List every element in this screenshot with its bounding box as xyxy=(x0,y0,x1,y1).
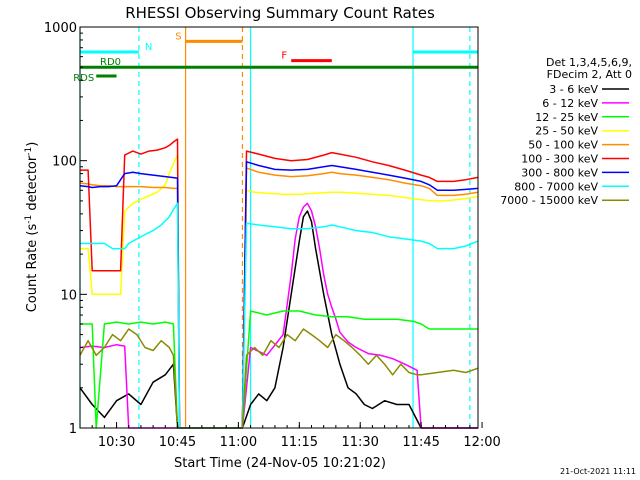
legend-label-7: 800 - 7000 keV xyxy=(514,180,598,193)
y-axis-label: Count Rate (s-1 detector-1) xyxy=(24,142,40,313)
state-bar-label-n: N xyxy=(145,42,152,53)
x-tick-label: 10:45 xyxy=(159,435,196,450)
x-tick-label: 11:45 xyxy=(402,435,439,450)
legend-label-8: 7000 - 15000 keV xyxy=(500,194,598,207)
series-line-2 xyxy=(80,310,478,429)
legend-label-1: 6 - 12 keV xyxy=(542,97,598,110)
state-bar-label-rd0: RD0 xyxy=(100,57,121,68)
series-line-6 xyxy=(79,161,479,429)
y-tick-label: 100 xyxy=(52,155,77,170)
legend-header-line-2: FDecim 2, Att 0 xyxy=(547,68,632,81)
series-line-0 xyxy=(79,210,478,429)
legend-label-0: 3 - 6 keV xyxy=(549,83,598,96)
legend-label-3: 25 - 50 keV xyxy=(535,125,598,138)
y-tick-label: 1 xyxy=(69,422,77,437)
y-axis-label-sup2: -1 xyxy=(24,147,34,156)
timestamp: 21-Oct-2021 11:11 xyxy=(560,467,636,476)
y-tick-label: 1000 xyxy=(44,21,77,36)
series-line-7 xyxy=(80,202,479,429)
series-line-4 xyxy=(79,167,479,429)
x-axis: 10:30 10:45 11:00 11:15 11:30 11:45 12:00 xyxy=(91,422,501,450)
legend-label-2: 12 - 25 keV xyxy=(535,111,598,124)
y-axis-label-mid: detector xyxy=(25,155,40,215)
y-axis-label-sup1: -1 xyxy=(24,215,34,224)
y-axis-label-main: Count Rate (s xyxy=(25,224,40,313)
state-bar-label-s: S xyxy=(175,31,181,42)
x-tick-label: 11:00 xyxy=(220,435,257,450)
state-bar-label-rds: RDS xyxy=(73,73,94,84)
legend-label-5: 100 - 300 keV xyxy=(521,153,598,166)
y-tick-label: 10 xyxy=(60,288,77,303)
x-tick-label: 10:30 xyxy=(98,435,135,450)
legend-label-4: 50 - 100 keV xyxy=(528,139,598,152)
x-tick-label: 12:00 xyxy=(463,435,500,450)
series-line-8 xyxy=(79,328,479,429)
legend-header-line-1: Det 1,3,4,5,6,9, xyxy=(546,56,632,69)
y-axis: 1 10 100 1000 xyxy=(44,21,87,437)
x-tick-label: 11:30 xyxy=(341,435,378,450)
plot-frame xyxy=(79,26,479,429)
x-axis-label: Start Time (24-Nov-05 10:21:02) xyxy=(174,456,386,471)
state-bar-label-f: F xyxy=(281,51,287,62)
legend-label-6: 300 - 800 keV xyxy=(521,166,598,179)
x-tick-label: 11:15 xyxy=(281,435,318,450)
chart-title: RHESSI Observing Summary Count Rates xyxy=(125,4,435,22)
y-axis-label-end: ) xyxy=(25,142,40,147)
